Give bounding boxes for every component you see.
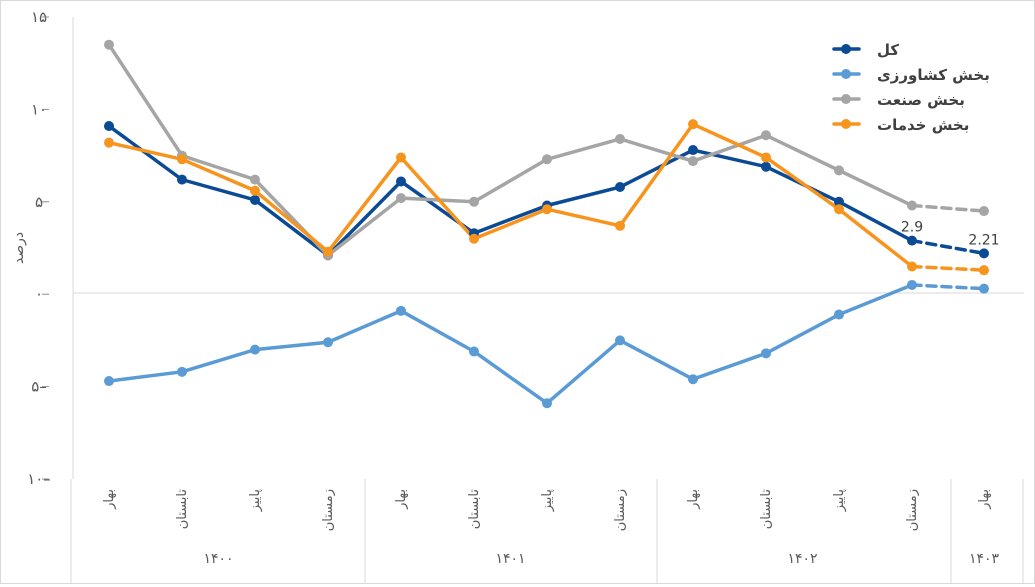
series-marker-0 (104, 121, 114, 132)
series-marker-0 (615, 182, 625, 193)
series-marker-0 (177, 174, 187, 185)
x-tick-label: پاییز (832, 489, 847, 513)
series-marker-1 (907, 279, 917, 290)
legend: کل بخش کشاورزی بخش صنعت بخش خدمات (832, 41, 990, 134)
series-marker-0 (979, 248, 989, 259)
series-forecast-line-3 (910, 264, 986, 272)
series-marker-1 (688, 374, 698, 385)
x-tick-label: تابستان (759, 489, 774, 530)
series-line-2 (107, 42, 914, 258)
series-forecast-line-0 (910, 238, 986, 256)
series-line-1 (107, 283, 914, 405)
series-marker-1 (542, 398, 552, 409)
series-marker-1 (104, 376, 114, 387)
x-group-label: ۱۴۰۲ (787, 551, 817, 567)
series-line-0 (107, 124, 914, 258)
series-marker-1 (250, 344, 260, 355)
series-marker-1 (834, 309, 844, 320)
series-marker-0 (250, 194, 260, 205)
series-marker-2 (104, 39, 114, 50)
series-marker-3 (396, 152, 406, 163)
x-tick-label: زمستان (613, 489, 628, 531)
series-marker-2 (688, 156, 698, 167)
series-marker-3 (250, 185, 260, 196)
series-marker-0 (907, 235, 917, 246)
series-marker-1 (323, 337, 333, 348)
series-lines (107, 42, 986, 405)
x-tick-label: تابستان (467, 489, 482, 530)
legend-label: بخش خدمات (877, 116, 969, 134)
series-forecast-line-1 (910, 283, 986, 291)
series-marker-3 (979, 265, 989, 276)
series-marker-2 (542, 154, 552, 165)
x-tick-label: پاییز (248, 489, 263, 513)
series-marker-2 (979, 206, 989, 217)
data-label: 2.21 (968, 232, 999, 248)
data-label: 2.9 (901, 220, 923, 236)
y-tick-label: ۵ (35, 193, 43, 211)
legend-swatch-marker (841, 94, 851, 104)
x-group-label: ۱۴۰۳ (969, 551, 1000, 567)
y-tick-labels: ۱۵ ۱۰ ۵ ۰ ۵– ۱۰– (27, 8, 51, 488)
y-tick-label: ۱۵ (31, 8, 47, 26)
y-axis-title: درصد (11, 232, 27, 264)
series-marker-0 (688, 145, 698, 156)
series-marker-2 (615, 133, 625, 144)
y-tick-label: ۰ (35, 285, 43, 303)
legend-label: کل (877, 41, 899, 59)
series-marker-3 (542, 204, 552, 215)
series-marker-2 (469, 196, 479, 207)
series-marker-3 (761, 152, 771, 163)
y-tick-label: ۱۰– (27, 470, 51, 488)
y-tick-label: ۱۰ (31, 100, 47, 118)
series-marker-1 (396, 305, 406, 316)
x-tick-label: پاییز (540, 489, 555, 513)
series-marker-3 (469, 233, 479, 244)
series-line-3 (107, 122, 914, 269)
legend-swatch-marker (841, 119, 851, 129)
legend-swatch-marker (841, 44, 851, 54)
series-forecast-line-2 (910, 203, 986, 213)
legend-swatch-marker (841, 69, 851, 79)
series-marker-2 (761, 130, 771, 141)
series-marker-3 (907, 261, 917, 272)
x-tick-label: زمستان (321, 489, 336, 531)
series-marker-2 (250, 174, 260, 185)
x-tick-label: زمستان (905, 489, 920, 531)
series-marker-3 (323, 246, 333, 257)
series-marker-3 (834, 204, 844, 215)
series-markers (104, 39, 989, 409)
series-marker-3 (104, 137, 114, 148)
series-marker-0 (834, 196, 844, 207)
series-marker-2 (834, 165, 844, 176)
series-marker-0 (396, 176, 406, 187)
series-marker-0 (761, 161, 771, 172)
x-group-label: ۱۴۰۰ (203, 551, 233, 567)
series-marker-1 (761, 348, 771, 359)
x-tick-label: بهار (394, 489, 409, 510)
x-group-label: ۱۴۰۱ (495, 551, 525, 567)
legend-label: بخش کشاورزی (877, 66, 990, 84)
series-marker-3 (177, 154, 187, 165)
series-marker-2 (907, 200, 917, 211)
series-marker-1 (979, 283, 989, 294)
series-marker-1 (615, 335, 625, 346)
x-axis: بهار تابستان پاییز زمستان بهار تابستان پاییز زم… (70, 479, 1024, 583)
x-tick-label: بهار (686, 489, 701, 510)
y-tick-label: ۵– (31, 378, 47, 396)
x-tick-label: بهار (977, 489, 992, 510)
series-marker-3 (615, 220, 625, 231)
x-tick-label: تابستان (175, 489, 190, 530)
series-marker-3 (688, 119, 698, 130)
series-marker-1 (469, 346, 479, 357)
legend-label: بخش صنعت (877, 91, 965, 109)
series-marker-2 (396, 193, 406, 204)
series-marker-1 (177, 366, 187, 377)
x-tick-label: بهار (102, 489, 117, 510)
data-labels: 2.9 2.21 (901, 220, 1000, 249)
